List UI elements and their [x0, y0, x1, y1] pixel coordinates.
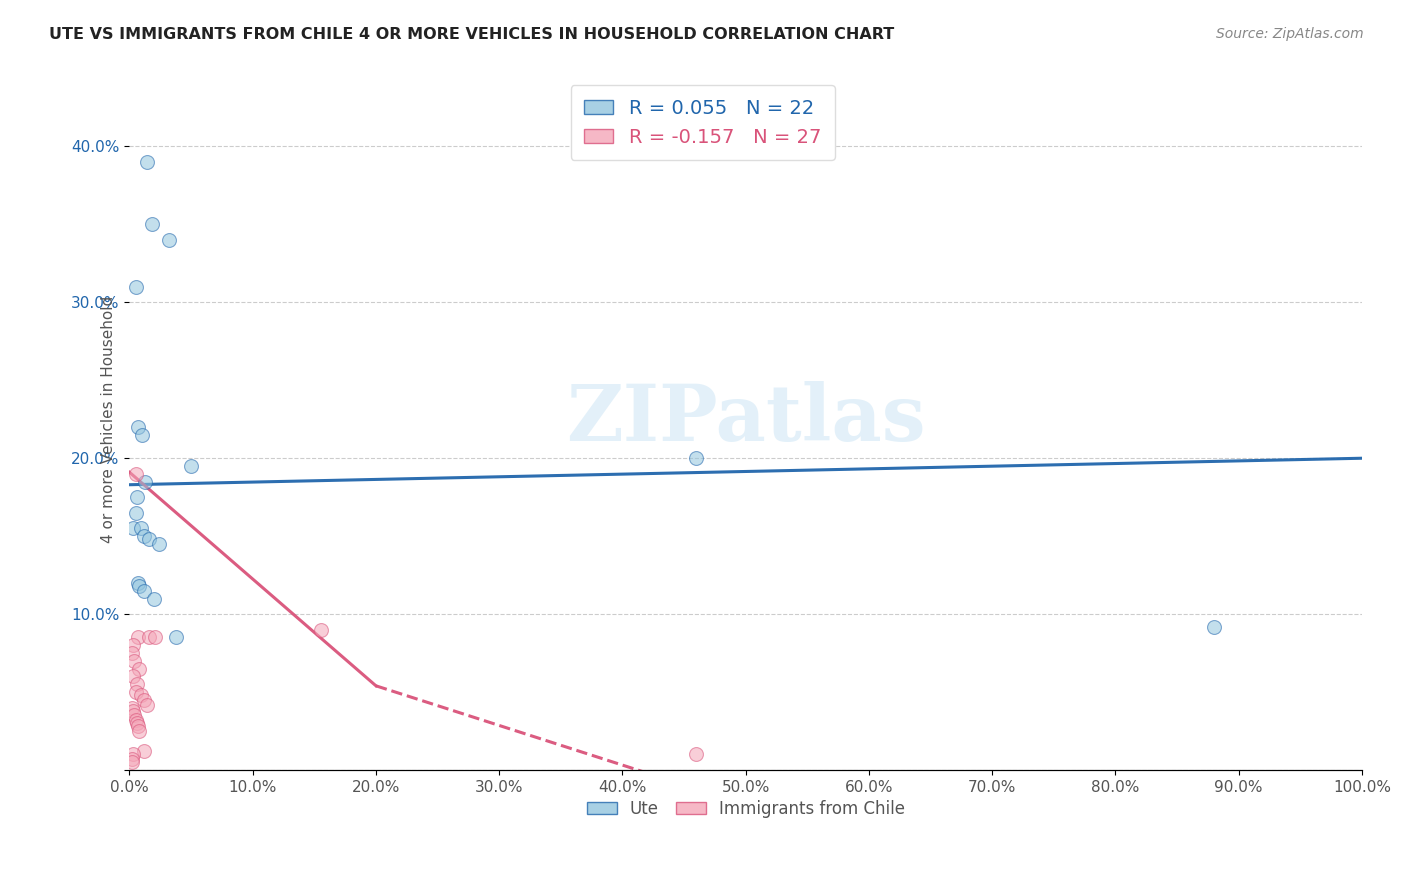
Point — [122, 521, 145, 535]
Point — [125, 716, 148, 731]
Point — [148, 537, 170, 551]
Point — [141, 218, 163, 232]
Point — [124, 708, 146, 723]
Point — [122, 638, 145, 652]
Point — [124, 506, 146, 520]
Point — [685, 747, 707, 762]
Point — [124, 713, 146, 727]
Point — [121, 646, 143, 660]
Y-axis label: 4 or more Vehicles in Household: 4 or more Vehicles in Household — [101, 295, 115, 543]
Point — [143, 631, 166, 645]
Text: UTE VS IMMIGRANTS FROM CHILE 4 OR MORE VEHICLES IN HOUSEHOLD CORRELATION CHART: UTE VS IMMIGRANTS FROM CHILE 4 OR MORE V… — [49, 27, 894, 42]
Point — [135, 698, 157, 712]
Point — [143, 591, 166, 606]
Point — [129, 688, 152, 702]
Text: Source: ZipAtlas.com: Source: ZipAtlas.com — [1216, 27, 1364, 41]
Point — [1204, 619, 1226, 633]
Point — [157, 233, 180, 247]
Point — [127, 719, 149, 733]
Point — [124, 654, 146, 668]
Point — [129, 521, 152, 535]
Point — [124, 279, 146, 293]
Point — [138, 631, 160, 645]
Legend: Ute, Immigrants from Chile: Ute, Immigrants from Chile — [579, 794, 911, 825]
Point — [131, 427, 153, 442]
Point — [128, 662, 150, 676]
Text: ZIPatlas: ZIPatlas — [567, 381, 925, 458]
Point — [127, 420, 149, 434]
Point — [135, 155, 157, 169]
Point — [180, 458, 202, 473]
Point — [125, 490, 148, 504]
Point — [127, 576, 149, 591]
Point — [134, 744, 156, 758]
Point — [121, 755, 143, 769]
Point — [124, 685, 146, 699]
Point — [685, 451, 707, 466]
Point — [127, 631, 149, 645]
Point — [122, 704, 145, 718]
Point — [128, 724, 150, 739]
Point — [122, 669, 145, 683]
Point — [138, 533, 160, 547]
Point — [165, 631, 187, 645]
Point — [121, 752, 143, 766]
Point — [134, 583, 156, 598]
Point — [122, 747, 145, 762]
Point — [134, 529, 156, 543]
Point — [124, 467, 146, 481]
Point — [128, 579, 150, 593]
Point — [134, 693, 156, 707]
Point — [134, 475, 156, 489]
Point — [309, 623, 332, 637]
Point — [121, 700, 143, 714]
Point — [125, 677, 148, 691]
